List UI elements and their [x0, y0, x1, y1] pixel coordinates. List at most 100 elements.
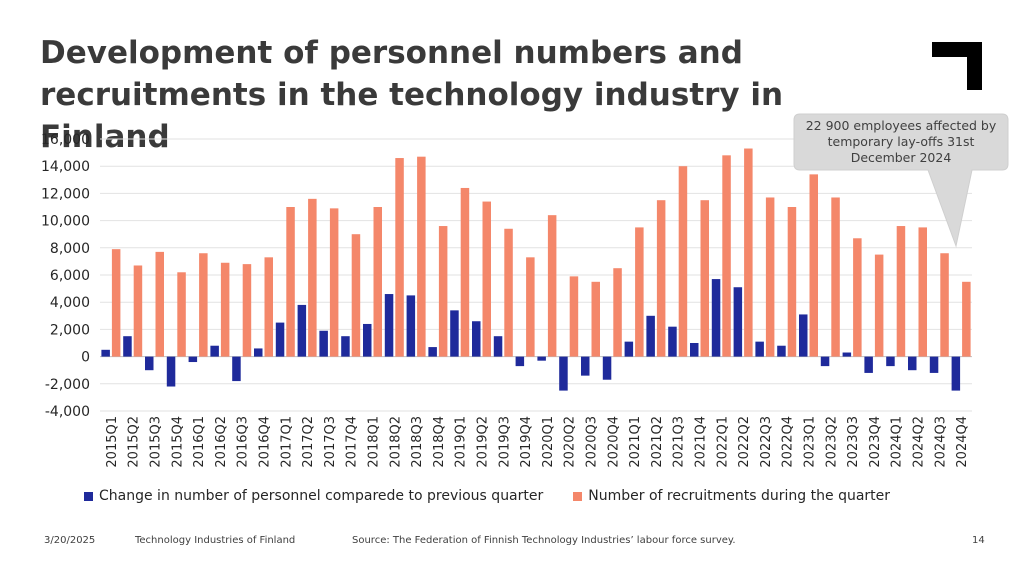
- footer-source: Source: The Federation of Finnish Techno…: [352, 535, 736, 546]
- x-tick-label: 2017Q4: [345, 416, 360, 468]
- x-tick-label: 2023Q1: [803, 416, 818, 468]
- bar-personnel-change-2017Q4: [341, 336, 350, 357]
- bar-recruitments-2019Q3: [504, 228, 513, 357]
- y-tick-label: 14,000: [41, 159, 90, 175]
- x-tick-label: 2016Q3: [236, 416, 251, 468]
- page-title-line-2: recruitments in the technology industry …: [40, 77, 784, 155]
- bar-recruitments-2017Q4: [351, 234, 361, 357]
- x-tick-label: 2020Q1: [541, 416, 556, 468]
- bar-recruitments-2016Q2: [220, 262, 230, 357]
- x-tick-label: 2022Q4: [781, 416, 796, 468]
- bar-recruitments-2020Q4: [613, 268, 622, 357]
- x-tick-label: 2024Q1: [890, 416, 905, 468]
- bar-recruitments-2022Q1: [722, 155, 731, 357]
- bar-recruitments-2022Q2: [744, 148, 753, 357]
- x-tick-label: 2017Q1: [279, 416, 294, 468]
- y-tick-label: 12,000: [41, 186, 90, 202]
- x-tick-label: 2019Q2: [476, 416, 491, 468]
- company-logo-icon: [932, 42, 982, 90]
- page-title-line-1: Development of personnel numbers and: [40, 35, 743, 71]
- x-tick-label: 2024Q3: [933, 416, 948, 468]
- bar-personnel-change-2021Q1: [624, 341, 634, 357]
- bar-personnel-change-2016Q1: [188, 356, 198, 363]
- bar-personnel-change-2020Q2: [559, 356, 568, 391]
- bar-personnel-change-2019Q2: [472, 321, 481, 357]
- bar-recruitments-2019Q4: [526, 257, 535, 357]
- bar-personnel-change-2016Q3: [232, 356, 241, 382]
- x-tick-label: 2020Q4: [606, 416, 621, 468]
- bar-recruitments-2020Q3: [591, 281, 600, 357]
- x-tick-label: 2019Q1: [454, 416, 469, 468]
- x-tick-label: 2021Q4: [694, 416, 709, 468]
- bar-personnel-change-2015Q1: [101, 349, 110, 357]
- bar-personnel-change-2021Q4: [690, 343, 699, 357]
- bar-recruitments-2024Q3: [940, 253, 949, 357]
- bar-personnel-change-2019Q1: [450, 310, 459, 357]
- x-tick-label: 2021Q2: [650, 416, 665, 468]
- page-title: Development of personnel numbers and rec…: [40, 32, 920, 158]
- bar-recruitments-2022Q3: [765, 197, 775, 357]
- bar-personnel-change-2023Q3: [842, 352, 852, 357]
- x-tick-label: 2016Q1: [192, 416, 207, 468]
- bar-personnel-change-2018Q1: [363, 323, 372, 357]
- x-tick-label: 2015Q2: [127, 416, 142, 468]
- bar-recruitments-2015Q4: [177, 272, 186, 357]
- x-tick-label: 2019Q4: [519, 416, 534, 468]
- x-tick-label: 2022Q1: [715, 416, 730, 468]
- x-tick-label: 2021Q1: [628, 416, 643, 468]
- x-tick-label: 2023Q2: [824, 416, 839, 468]
- x-tick-label: 2017Q2: [301, 416, 316, 468]
- bar-recruitments-2024Q2: [918, 227, 927, 357]
- x-tick-label: 2018Q3: [410, 416, 425, 468]
- bar-recruitments-2023Q4: [874, 254, 884, 357]
- x-axis-tick-labels: 2015Q1 2015Q2 2015Q3 2015Q4 2016Q1 2016Q2 2016…: [105, 416, 970, 468]
- bar-recruitments-2016Q4: [264, 257, 273, 357]
- y-tick-label: -2,000: [45, 377, 90, 393]
- x-tick-label: 2015Q4: [170, 416, 185, 468]
- bar-personnel-change-2017Q2: [297, 304, 307, 357]
- bar-personnel-change-2021Q3: [668, 326, 677, 357]
- bar-personnel-change-2015Q2: [123, 336, 132, 357]
- bar-personnel-change-2019Q4: [515, 356, 525, 367]
- bar-personnel-change-2015Q3: [145, 356, 154, 371]
- bar-personnel-change-2015Q4: [166, 356, 176, 387]
- bar-personnel-change-2016Q4: [254, 348, 263, 357]
- bar-personnel-change-2018Q3: [406, 295, 416, 357]
- callout-text: 22 900 employees affected by temporary l…: [805, 118, 997, 165]
- bar-recruitments-2015Q3: [155, 251, 164, 357]
- bar-recruitments-2021Q3: [678, 166, 688, 357]
- bar-personnel-change-2023Q4: [864, 356, 873, 373]
- bar-personnel-change-2017Q1: [275, 322, 285, 357]
- bar-recruitments-2017Q3: [329, 208, 339, 357]
- x-tick-label: 2024Q2: [912, 416, 927, 468]
- bar-personnel-change-2022Q1: [711, 279, 721, 357]
- footer-date: 3/20/2025: [44, 535, 96, 546]
- x-tick-label: 2018Q1: [367, 416, 382, 468]
- footer-organization: Technology Industries of Finland: [135, 535, 296, 546]
- bar-recruitments-2019Q1: [460, 187, 470, 357]
- x-tick-label: 2019Q3: [497, 416, 512, 468]
- bar-recruitments-2016Q3: [242, 264, 252, 357]
- chart-bars: [101, 148, 971, 391]
- x-tick-label: 2015Q1: [105, 416, 120, 468]
- legend-item-personnel-change: Change in number of personnel comparede …: [84, 488, 543, 504]
- x-tick-label: 2018Q4: [432, 416, 447, 468]
- bar-recruitments-2020Q1: [547, 215, 557, 357]
- bar-personnel-change-2020Q1: [537, 356, 546, 361]
- bar-recruitments-2017Q2: [308, 198, 317, 357]
- bar-recruitments-2017Q1: [286, 207, 295, 357]
- bar-recruitments-2018Q2: [395, 158, 404, 357]
- y-tick-label: 4,000: [50, 295, 90, 311]
- bar-recruitments-2015Q2: [133, 265, 143, 357]
- bar-personnel-change-2022Q4: [777, 345, 786, 357]
- bar-personnel-change-2024Q4: [951, 356, 961, 391]
- bar-recruitments-2015Q1: [111, 249, 121, 357]
- bar-personnel-change-2024Q3: [929, 356, 939, 373]
- x-tick-label: 2022Q3: [759, 416, 774, 468]
- legend-swatch-recruitments: [573, 491, 583, 501]
- bar-recruitments-2016Q1: [199, 253, 208, 357]
- y-tick-label: -4,000: [45, 404, 90, 420]
- bar-recruitments-2023Q3: [853, 238, 862, 357]
- legend-label-recruitments: Number of recruitments during the quarte…: [588, 488, 891, 504]
